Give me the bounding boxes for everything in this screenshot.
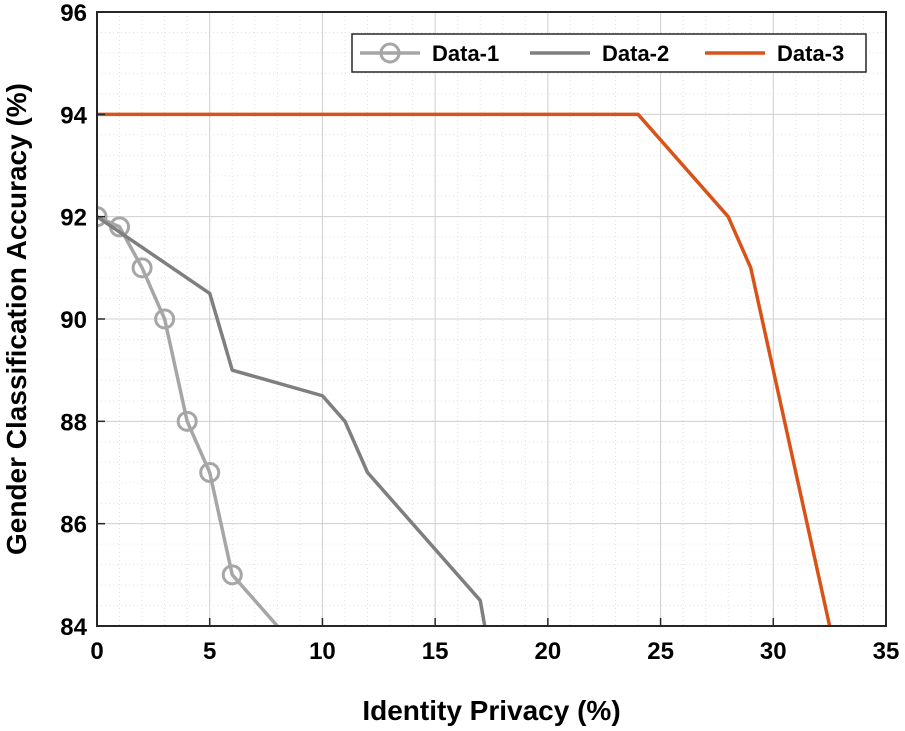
x-tick-label: 0 bbox=[90, 638, 103, 665]
series-1-point bbox=[176, 410, 198, 432]
y-axis-ticks: 84 86 88 90 92 94 96 bbox=[60, 0, 105, 641]
x-axis-ticks: 0 5 10 15 20 25 30 35 bbox=[90, 618, 899, 665]
series-1-point bbox=[97, 206, 108, 228]
series-1-point bbox=[131, 257, 153, 279]
major-grid bbox=[96, 11, 887, 627]
y-tick-label: 94 bbox=[60, 102, 87, 129]
y-tick-label: 86 bbox=[60, 512, 87, 539]
series-1-point bbox=[221, 564, 243, 586]
x-tick-label: 5 bbox=[203, 638, 216, 665]
y-tick-label: 84 bbox=[60, 614, 87, 641]
x-tick-label: 20 bbox=[535, 638, 562, 665]
legend-label-1: Data-1 bbox=[432, 41, 499, 66]
series-line-2 bbox=[97, 215, 487, 626]
y-tick-label: 90 bbox=[60, 307, 87, 334]
x-tick-label: 25 bbox=[647, 638, 674, 665]
series-layer bbox=[97, 112, 832, 626]
legend-marker-1 bbox=[379, 42, 401, 64]
y-tick-label: 96 bbox=[60, 0, 87, 27]
x-tick-label: 15 bbox=[422, 638, 449, 665]
series-1-point bbox=[154, 308, 176, 330]
x-tick-label: 10 bbox=[309, 638, 336, 665]
legend: Data-1 Data-2 Data-3 bbox=[351, 33, 867, 73]
y-tick-label: 88 bbox=[60, 409, 87, 436]
legend-label-2: Data-2 bbox=[602, 41, 669, 66]
y-axis-label: Gender Classification Accuracy (%) bbox=[1, 83, 32, 555]
legend-label-3: Data-3 bbox=[777, 41, 844, 66]
series-line-3 bbox=[97, 112, 832, 626]
y-tick-label: 92 bbox=[60, 205, 87, 232]
legend-box bbox=[351, 33, 867, 73]
series-1-point bbox=[199, 462, 221, 483]
x-tick-label: 35 bbox=[873, 638, 900, 665]
x-axis-label: Identity Privacy (%) bbox=[362, 695, 620, 726]
x-tick-label: 30 bbox=[760, 638, 787, 665]
